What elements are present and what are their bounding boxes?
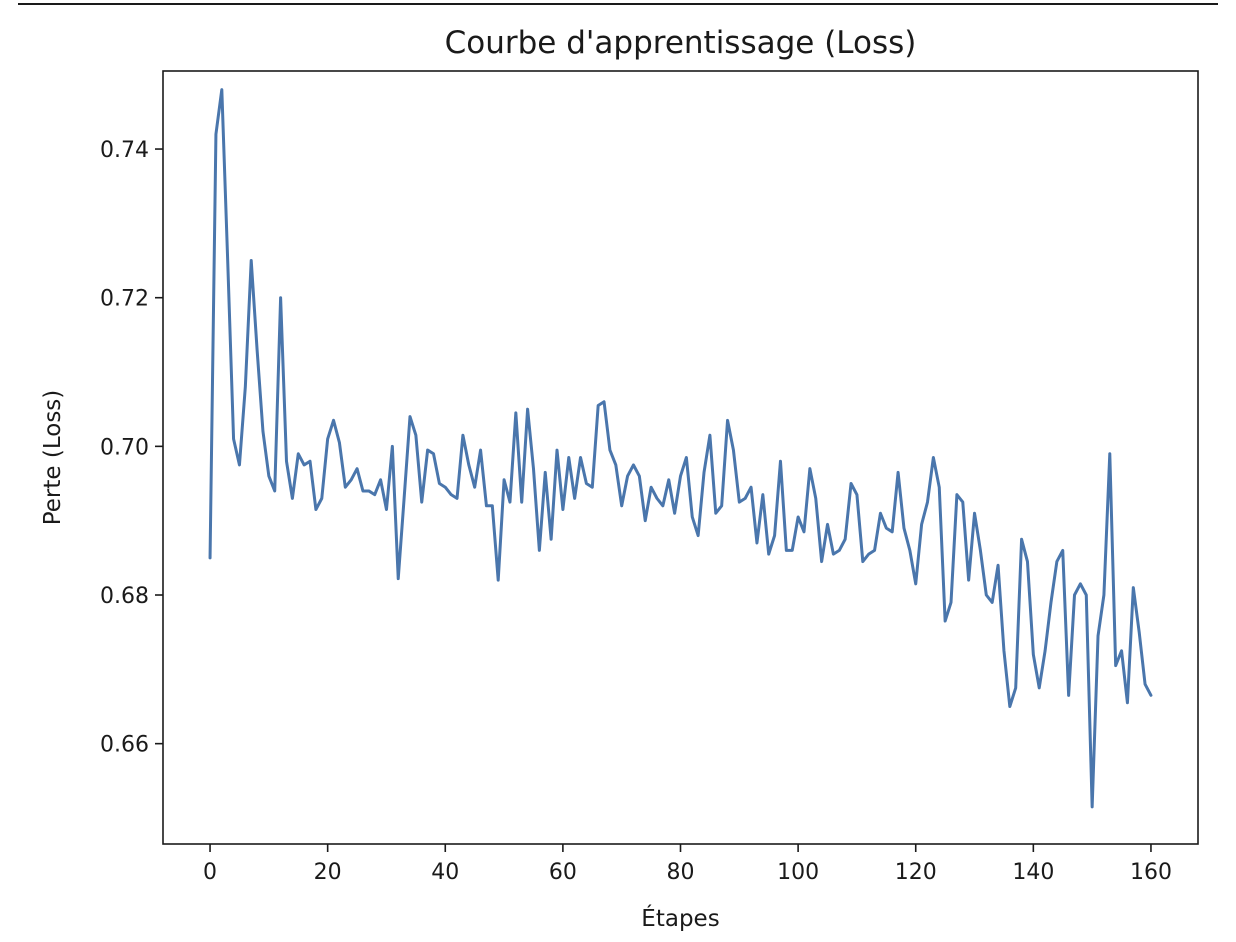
x-axis-label: Étapes	[641, 904, 719, 932]
x-tick-label: 0	[203, 860, 217, 885]
x-tick-label: 40	[431, 860, 459, 885]
chart-title: Courbe d'apprentissage (Loss)	[445, 25, 917, 61]
x-tick-label: 80	[667, 860, 695, 885]
top-border-rule	[18, 3, 1218, 5]
x-tick-label: 20	[314, 860, 342, 885]
loss-series-line-0	[208, 88, 1153, 809]
plot-layer	[208, 88, 1153, 809]
x-tick-label: 60	[549, 860, 577, 885]
y-tick-label: 0.68	[100, 584, 149, 609]
y-tick-label: 0.66	[100, 733, 149, 758]
plot-frame	[162, 70, 1199, 845]
x-tick-label: 120	[895, 860, 937, 885]
y-tick-label: 0.70	[100, 435, 149, 460]
y-tick-label: 0.72	[100, 287, 149, 312]
ticks-layer: 0 20 40 60 80 100 120 140 160 0.66 0.68 0.70 0.72 0.7…	[100, 138, 1172, 885]
x-tick-label: 100	[777, 860, 819, 885]
y-axis-label: Perte (Loss)	[40, 390, 66, 526]
x-tick-label: 160	[1130, 860, 1172, 885]
y-tick-label: 0.74	[100, 138, 149, 163]
x-tick-label: 140	[1012, 860, 1054, 885]
